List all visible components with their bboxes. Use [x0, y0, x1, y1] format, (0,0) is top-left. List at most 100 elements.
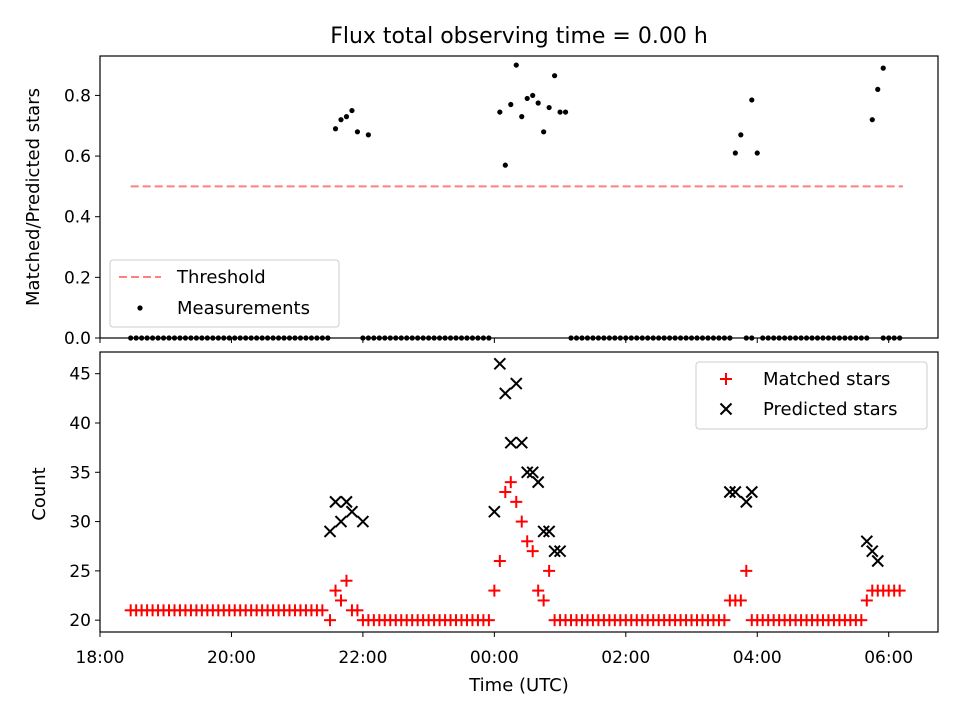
bottom-x-tick-label: 02:00: [601, 648, 650, 668]
predicted-point: [548, 544, 561, 558]
predicted-point-b: [510, 377, 523, 390]
matched-point: [488, 584, 501, 597]
predicted-point-b: [866, 544, 879, 558]
legend-matched-swatch: [720, 373, 732, 385]
measurement-point: [869, 117, 875, 123]
predicted-point: [745, 485, 758, 499]
predicted-point: [323, 525, 337, 538]
predicted-point-b: [871, 554, 884, 568]
measurement-point: [502, 162, 508, 168]
predicted-point: [866, 544, 879, 558]
matched-point: [532, 584, 545, 597]
bottom-x-tick-label: 22:00: [338, 648, 387, 668]
matched-point: [740, 564, 753, 577]
bottom-x-tick-label: 04:00: [733, 648, 782, 668]
predicted-point-b: [723, 485, 737, 499]
matched-point: [329, 584, 342, 597]
top-legend-box: [109, 259, 340, 328]
measurement-point: [562, 109, 569, 115]
legend-threshold-label: Threshold: [176, 267, 266, 288]
chart-title: Flux total observing time = 0.00 h: [330, 24, 708, 49]
measurement-point: [749, 97, 755, 103]
predicted-point: [340, 495, 353, 509]
x-axis-label: Time (UTC): [468, 675, 569, 696]
matched-point: [510, 495, 523, 508]
top-y-tick-label: 0.0: [64, 329, 91, 349]
measurement-point: [332, 126, 339, 132]
predicted-point-b: [493, 357, 507, 371]
predicted-point-b: [531, 475, 545, 489]
predicted-point: [531, 475, 545, 489]
predicted-point: [521, 466, 534, 479]
bottom-y-tick-label: 40: [69, 414, 91, 434]
bottom-y-tick-label: 30: [69, 513, 91, 533]
legend-matched-marker: [720, 373, 732, 385]
matched-point: [334, 594, 347, 607]
bottom-y-tick-label: 35: [69, 463, 91, 483]
matched-point: [482, 614, 495, 627]
predicted-point: [510, 377, 523, 390]
legend-predicted-marker: [719, 402, 733, 416]
legend-predicted-label: Predicted stars: [763, 399, 897, 420]
legend-measurements-swatch: [137, 305, 143, 311]
predicted-point-b: [329, 495, 342, 509]
predicted-point: [526, 466, 539, 479]
bottom-x-tick-label: 20:00: [207, 648, 256, 668]
predicted-point: [515, 436, 528, 449]
matched-point: [499, 486, 512, 498]
predicted-point-b: [340, 495, 353, 509]
measurement-point: [541, 129, 547, 135]
top-y-axis: 0.0 0.2 0.4 0.6 0.8: [64, 86, 100, 349]
matched-point: [893, 584, 906, 597]
predicted-point-b: [334, 515, 348, 528]
predicted-point: [729, 485, 742, 499]
measurement-point: [546, 104, 552, 111]
predicted-point: [345, 505, 359, 518]
matched-point: [855, 614, 868, 627]
top-y-axis-label: Matched/Predicted stars: [23, 88, 44, 306]
predicted-point-b: [521, 466, 534, 479]
predicted-point-b: [499, 387, 512, 400]
predicted-point: [504, 436, 517, 449]
predicted-point-b: [740, 495, 753, 509]
matched-point: [515, 515, 528, 528]
bottom-legend-box: [695, 361, 928, 430]
measurement-point: [557, 109, 563, 115]
matched-point: [493, 555, 506, 568]
legend-matched-label: Matched stars: [763, 369, 890, 390]
bottom-y-tick-label: 45: [69, 365, 91, 385]
matched-point: [351, 604, 364, 617]
predicted-point-b: [515, 436, 528, 449]
top-panel: 0.00.20.40.60.8 Matched/Predicted stars …: [23, 55, 939, 349]
legend-predicted-swatch: [719, 402, 733, 416]
predicted-point: [542, 525, 556, 538]
legend-predicted-marker-b: [719, 402, 733, 416]
predicted-point-b: [729, 485, 742, 499]
predicted-point: [499, 387, 512, 400]
predicted-point: [860, 535, 874, 548]
predicted-point-b: [345, 505, 359, 518]
measurement-point: [530, 92, 536, 99]
matched-point: [526, 545, 539, 558]
measurement-point: [875, 86, 881, 92]
predicted-point-b: [488, 505, 501, 518]
predicted-point: [329, 495, 342, 509]
measurement-point: [519, 114, 525, 120]
matched-point: [734, 594, 747, 607]
matched-point: [504, 476, 517, 489]
legend-measurements-label: Measurements: [177, 298, 310, 319]
predicted-point-b: [323, 525, 337, 538]
bottom-x-tick-label: 06:00: [864, 648, 913, 668]
predicted-point-b: [548, 544, 561, 558]
predicted-point-b: [860, 535, 874, 548]
predicted-point: [356, 515, 370, 528]
bottom-panel: 20 25 30 35 40 45 18:00 20:00 22:00 00:00 02:00 04…: [29, 351, 939, 696]
predicted-point: [334, 515, 348, 528]
predicted-point-b: [745, 485, 758, 499]
predicted-point-b: [553, 544, 567, 558]
bottom-y-axis: 20 25 30 35 40 45: [69, 365, 100, 631]
top-y-tick-label: 0.4: [64, 208, 91, 228]
top-plot-frame: [99, 55, 939, 339]
matched-point: [340, 574, 353, 587]
